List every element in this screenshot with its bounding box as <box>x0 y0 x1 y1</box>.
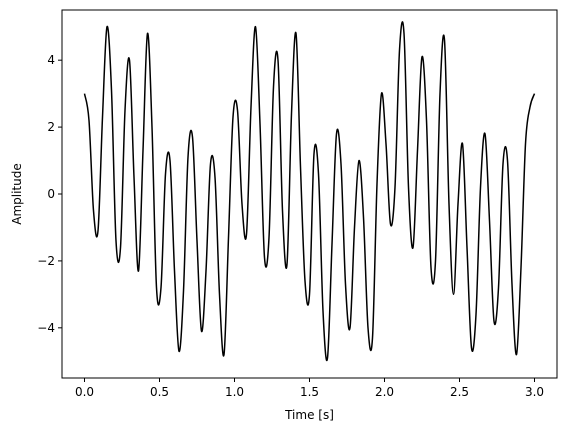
plot-frame <box>61 9 558 379</box>
y-tick-label: 0 <box>47 187 55 201</box>
x-tick-label: 2.5 <box>450 385 469 399</box>
y-tick-label: 2 <box>47 120 55 134</box>
data-lines <box>83 21 536 362</box>
plot-area <box>62 10 557 378</box>
x-tick-label: 0.5 <box>150 385 169 399</box>
x-tick-label: 1.0 <box>225 385 244 399</box>
y-tick-label: −2 <box>37 254 55 268</box>
x-tick-label: 2.0 <box>375 385 394 399</box>
axis-ticks: 0.0 0.5 1.0 1.5 2.0 2.5 3.0 −4 −2 0 2 4 <box>37 53 544 399</box>
x-tick-label: 1.5 <box>300 385 319 399</box>
y-axis-label: Amplitude <box>10 163 24 225</box>
x-axis-label: Time [s] <box>284 408 334 422</box>
x-tick-label: 3.0 <box>525 385 544 399</box>
x-tick-label: 0.0 <box>75 385 94 399</box>
y-tick-label: 4 <box>47 53 55 67</box>
series-line <box>83 21 536 362</box>
y-tick-label: −4 <box>37 321 55 335</box>
